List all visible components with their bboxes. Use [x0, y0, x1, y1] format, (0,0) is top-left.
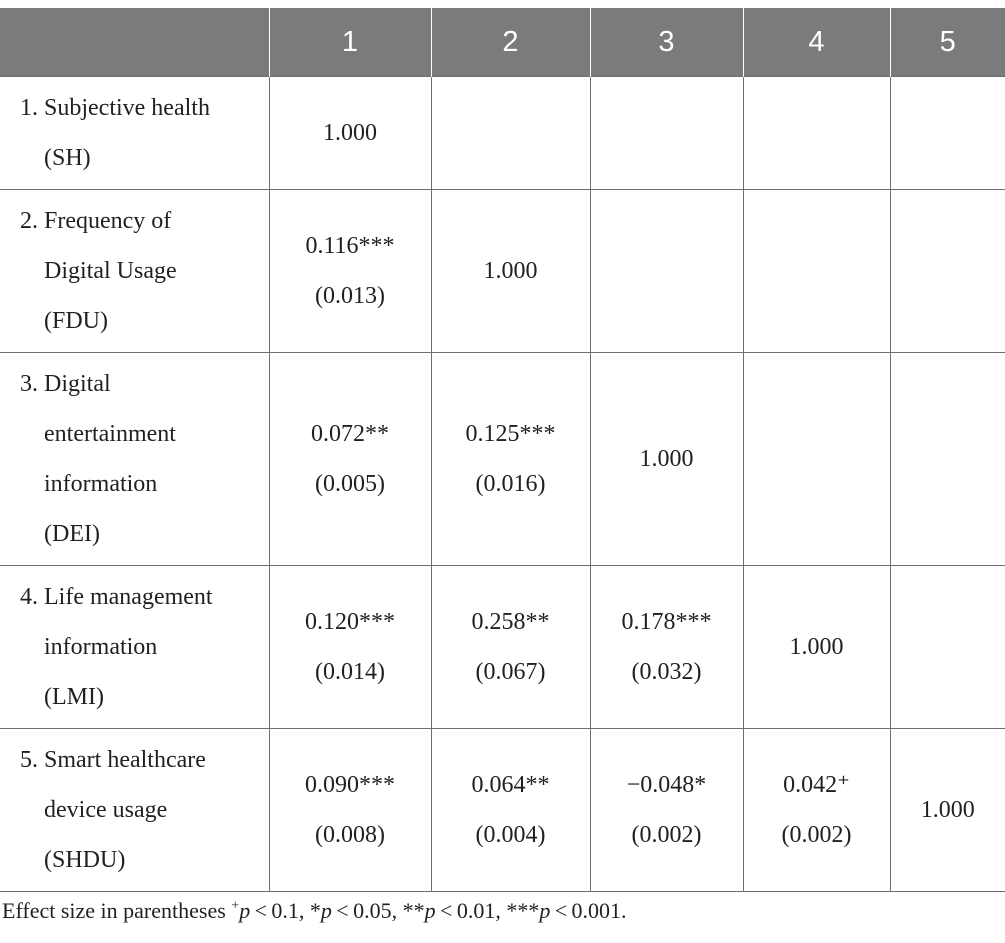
row-label: 4. Life management information (LMI): [0, 565, 270, 729]
header-cell-empty: [0, 8, 269, 77]
coefficient: 0.064**: [471, 772, 550, 798]
row-label: 2. Frequency of Digital Usage (FDU): [0, 189, 270, 353]
row-label-line: Digital Usage: [44, 258, 177, 284]
effect-size: (0.067): [475, 659, 546, 685]
row-label-line: information: [44, 634, 158, 660]
coefficient: 1.000: [789, 634, 844, 660]
correlation-table: 1 2 3 4 5 1. Subjective health (SH) 1.000 2…: [0, 8, 1005, 892]
coefficient: 0.258**: [471, 609, 550, 635]
effect-size: (0.008): [315, 822, 385, 848]
header-cell-2: 2: [430, 8, 590, 77]
effect-size: (0.005): [315, 471, 385, 497]
cell-r2-c2: 1.000: [430, 189, 591, 353]
coefficient: 0.120***: [305, 609, 395, 635]
coefficient: −0.048*: [626, 772, 707, 798]
cell-r3-c3: 1.000: [589, 352, 744, 566]
coefficient: 0.042⁺: [783, 772, 850, 798]
coefficient: 0.072**: [311, 421, 389, 447]
cell-r1-c2: [430, 76, 591, 190]
row-label: 5. Smart healthcare device usage (SHDU): [0, 728, 270, 892]
cell-r2-c5: [889, 189, 1005, 353]
coefficient: 0.178***: [621, 609, 712, 635]
cell-r2-c1: 0.116*** (0.013): [268, 189, 432, 353]
coefficient: 1.000: [483, 258, 538, 284]
cell-r1-c3: [589, 76, 744, 190]
coefficient: 0.116***: [305, 233, 395, 259]
cell-r2-c3: [589, 189, 744, 353]
cell-r4-c3: 0.178*** (0.032): [589, 565, 744, 729]
header-cell-4: 4: [742, 8, 890, 77]
effect-size: (0.004): [475, 822, 546, 848]
header-cell-3: 3: [589, 8, 743, 77]
cell-r3-c1: 0.072** (0.005): [268, 352, 432, 566]
row-label-line: Smart healthcare: [44, 747, 206, 773]
row-label-line: Frequency of: [44, 208, 172, 234]
row-number: 2.: [20, 208, 38, 234]
row-label-line: entertainment: [44, 421, 176, 447]
header-cell-5: 5: [889, 8, 1005, 77]
cell-r5-c5: 1.000: [889, 728, 1005, 892]
row-label-line: device usage: [44, 797, 168, 823]
row-number: 1.: [20, 95, 38, 121]
row-label: 1. Subjective health (SH): [0, 76, 270, 190]
cell-r1-c4: [742, 76, 891, 190]
cell-r4-c4: 1.000: [742, 565, 891, 729]
effect-size: (0.002): [781, 822, 852, 848]
effect-size: (0.013): [315, 283, 385, 309]
coefficient: 1.000: [920, 797, 975, 823]
cell-r3-c5: [889, 352, 1005, 566]
row-label-line: Life management: [44, 584, 213, 610]
coefficient: 1.000: [639, 446, 694, 472]
table-row: 1. Subjective health (SH) 1.000: [0, 76, 1005, 190]
cell-r1-c1: 1.000: [268, 76, 432, 190]
cell-r3-c2: 0.125*** (0.016): [430, 352, 591, 566]
effect-size: (0.014): [315, 659, 385, 685]
cell-r1-c5: [889, 76, 1005, 190]
effect-size: (0.032): [631, 659, 702, 685]
table-footnote: Effect size in parentheses +p < 0.1, *p …: [2, 898, 627, 923]
cell-r5-c4: 0.042⁺ (0.002): [742, 728, 891, 892]
row-label: 3. Digital entertainment information (DEI): [0, 352, 270, 566]
header-cell-1: 1: [268, 8, 431, 77]
table-row: 3. Digital entertainment information (DEI) 0…: [0, 352, 1005, 566]
row-label-line: (DEI): [44, 521, 100, 547]
cell-r4-c5: [889, 565, 1005, 729]
row-label-line: (FDU): [44, 308, 108, 334]
coefficient: 1.000: [323, 120, 377, 146]
row-number: 5.: [20, 747, 38, 773]
row-label-line: Digital: [44, 371, 111, 397]
cell-r4-c2: 0.258** (0.067): [430, 565, 591, 729]
table-row: 2. Frequency of Digital Usage (FDU) 0.116**…: [0, 189, 1005, 353]
row-label-line: Subjective health: [44, 95, 210, 121]
row-label-line: (LMI): [44, 684, 104, 710]
cell-r2-c4: [742, 189, 891, 353]
table-row: 4. Life management information (LMI) 0.120*…: [0, 565, 1005, 729]
cell-r5-c2: 0.064** (0.004): [430, 728, 591, 892]
cell-r5-c1: 0.090*** (0.008): [268, 728, 432, 892]
effect-size: (0.002): [631, 822, 702, 848]
effect-size: (0.016): [475, 471, 546, 497]
coefficient: 0.090***: [305, 772, 395, 798]
row-label-line: information: [44, 471, 158, 497]
row-label-line: (SHDU): [44, 847, 126, 873]
cell-r3-c4: [742, 352, 891, 566]
header-row: 1 2 3 4 5: [0, 8, 1005, 77]
row-label-line: (SH): [44, 145, 91, 171]
coefficient: 0.125***: [465, 421, 556, 447]
row-number: 3.: [20, 371, 38, 397]
cell-r4-c1: 0.120*** (0.014): [268, 565, 432, 729]
cell-r5-c3: −0.048* (0.002): [589, 728, 744, 892]
table-row: 5. Smart healthcare device usage (SHDU) 0.0…: [0, 728, 1005, 892]
row-number: 4.: [20, 584, 38, 610]
